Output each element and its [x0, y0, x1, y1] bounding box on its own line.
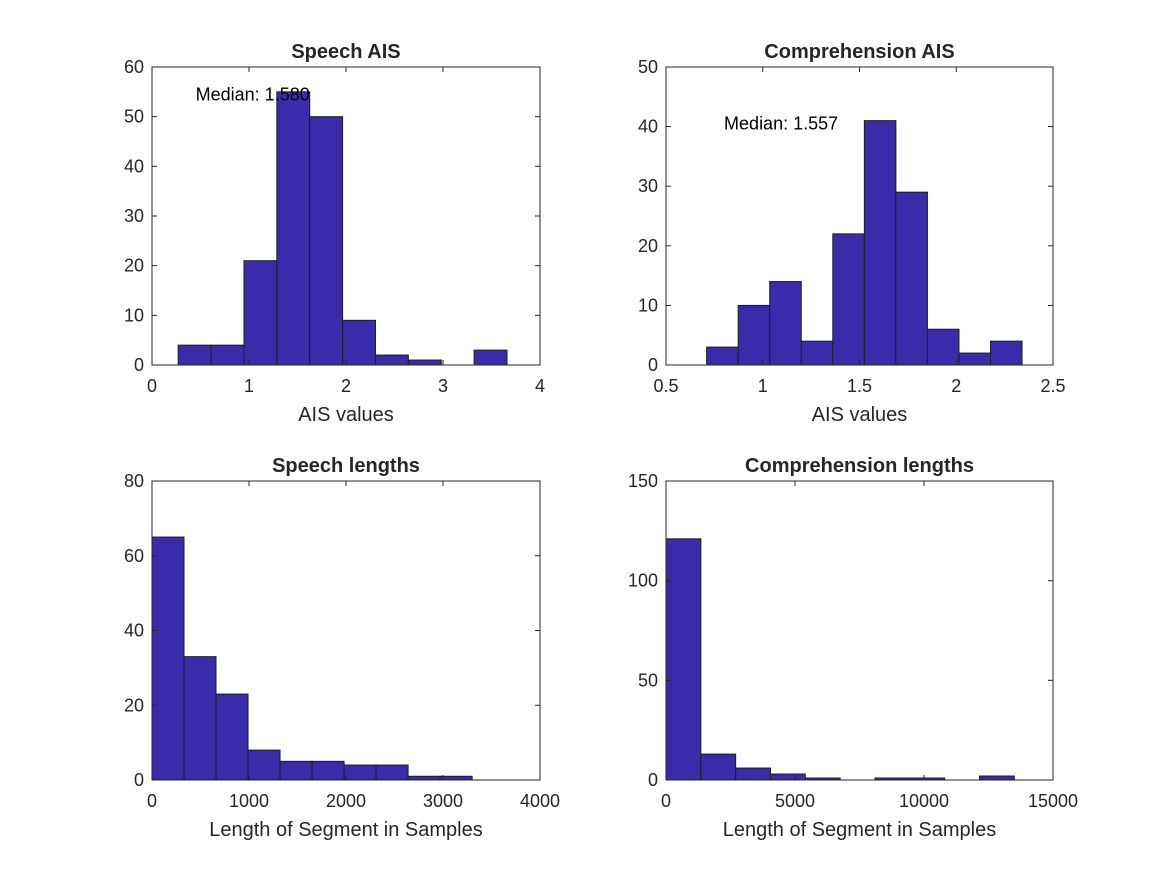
histogram-bar	[800, 340, 834, 366]
histogram-bar	[735, 767, 771, 781]
x-tick-label: 2000	[326, 791, 366, 811]
histogram-bar	[343, 764, 377, 781]
chart-title: Comprehension lengths	[745, 455, 974, 477]
x-tick-label: 10000	[899, 791, 949, 811]
x-axis-label: AIS values	[298, 404, 394, 426]
subplot-4: 0 5000 10000 15000 0 50 100 150 Comprehension le…	[628, 455, 1078, 841]
y-tick-label: 0	[134, 770, 144, 790]
y-tick-label: 150	[628, 471, 658, 491]
histogram-bar	[374, 354, 409, 366]
histogram-bar	[700, 753, 737, 781]
axes-box	[665, 480, 1054, 781]
histogram-bar	[665, 538, 702, 781]
y-tick-label: 20	[124, 256, 144, 276]
median-annotation: Median: 1.557	[724, 114, 838, 134]
y-tick-label: 10	[638, 295, 658, 315]
histogram-bar	[989, 340, 1023, 366]
subplot-2: 0.5 1 1.5 2 2.5 0 10 20 30 40 50 Comprehension AIS A…	[638, 41, 1066, 426]
histogram-bar	[769, 773, 806, 781]
y-tick-label: 80	[124, 471, 144, 491]
y-tick-label: 0	[648, 770, 658, 790]
x-tick-label: 1000	[229, 791, 269, 811]
x-axis-label: Length of Segment in Samples	[723, 819, 997, 841]
histogram-bar	[177, 344, 212, 366]
histogram-bar	[926, 328, 960, 366]
y-tick-label: 20	[638, 236, 658, 256]
y-tick-label: 40	[124, 621, 144, 641]
histogram-bar	[279, 760, 313, 781]
x-tick-label: 0	[661, 791, 671, 811]
y-tick-label: 0	[648, 355, 658, 375]
y-tick-label: 30	[124, 206, 144, 226]
x-tick-label: 5000	[775, 791, 815, 811]
chart-title: Comprehension AIS	[764, 41, 954, 63]
chart-title: Speech AIS	[291, 41, 400, 63]
x-tick-label: 2	[951, 376, 961, 396]
y-tick-label: 50	[638, 670, 658, 690]
y-tick-label: 100	[628, 571, 658, 591]
median-annotation: Median: 1.580	[196, 84, 310, 104]
y-tick-label: 50	[638, 57, 658, 77]
x-tick-label: 2	[341, 376, 351, 396]
histogram-bar	[706, 346, 739, 366]
histogram-bar	[439, 775, 473, 781]
histogram-bar	[958, 352, 991, 366]
x-tick-label: 0	[147, 376, 157, 396]
histogram-bar	[473, 349, 508, 366]
y-tick-label: 30	[638, 176, 658, 196]
histogram-bar	[769, 281, 802, 366]
x-tick-label: 2.5	[1040, 376, 1065, 396]
histogram-bar	[183, 656, 217, 781]
x-tick-label: 1	[244, 376, 254, 396]
x-tick-label: 0	[147, 791, 157, 811]
subplot-3: 0 1000 2000 3000 4000 0 20 40 60 80 Speech lengths…	[124, 455, 560, 841]
y-tick-label: 50	[124, 107, 144, 127]
x-tick-label: 15000	[1028, 791, 1078, 811]
histogram-bar	[276, 91, 311, 366]
histogram-bar	[407, 359, 442, 366]
y-tick-label: 40	[124, 156, 144, 176]
x-tick-label: 4000	[520, 791, 560, 811]
histogram-bar	[243, 260, 278, 366]
y-tick-label: 60	[124, 546, 144, 566]
histogram-bar	[311, 760, 345, 781]
x-axis-label: AIS values	[812, 404, 908, 426]
histogram-bar	[832, 233, 865, 366]
chart-title: Speech lengths	[272, 455, 420, 477]
y-tick-label: 60	[124, 57, 144, 77]
y-tick-label: 20	[124, 695, 144, 715]
histogram-bar	[895, 191, 928, 366]
x-tick-label: 1.5	[847, 376, 872, 396]
y-tick-label: 0	[134, 355, 144, 375]
histogram-bar	[151, 536, 185, 781]
x-axis-label: Length of Segment in Samples	[209, 819, 483, 841]
x-tick-label: 3	[438, 376, 448, 396]
x-tick-label: 0.5	[653, 376, 678, 396]
x-tick-label: 1	[758, 376, 768, 396]
histogram-bar	[978, 775, 1015, 781]
histogram-bar	[375, 764, 409, 781]
x-tick-label: 4	[535, 376, 545, 396]
histogram-bar	[247, 749, 281, 781]
histogram-bar	[737, 304, 771, 366]
histogram-bar	[342, 319, 376, 366]
histogram-bar	[309, 116, 344, 366]
histogram-bar	[210, 344, 245, 366]
y-tick-label: 40	[638, 117, 658, 137]
histogram-bar	[215, 693, 249, 781]
histogram-bar	[863, 120, 897, 366]
x-tick-label: 3000	[423, 791, 463, 811]
histogram-bar	[407, 775, 441, 781]
y-tick-label: 10	[124, 305, 144, 325]
